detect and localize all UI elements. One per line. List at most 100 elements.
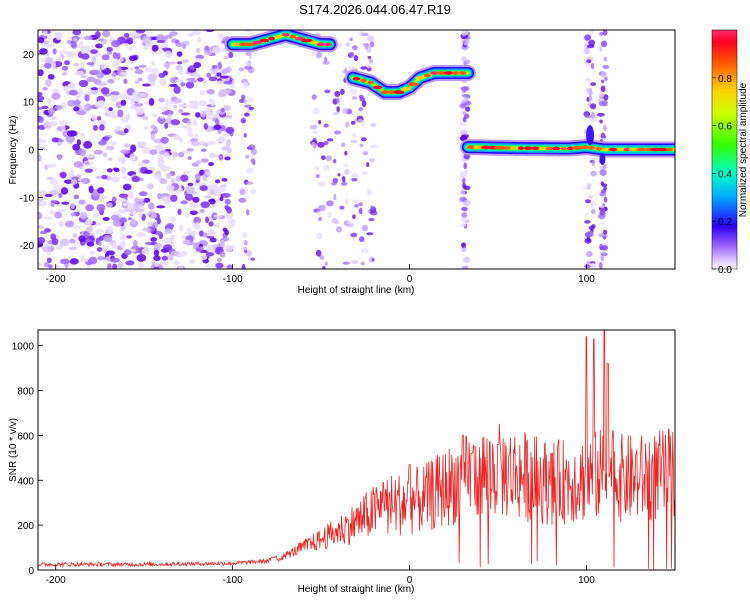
noise-blob — [139, 141, 147, 147]
noise-blob — [243, 97, 247, 105]
noise-blob — [59, 171, 67, 178]
noise-blob — [47, 97, 52, 104]
noise-blob — [341, 175, 346, 183]
y-tick-label: 10 — [23, 98, 35, 109]
noise-blob — [47, 73, 55, 80]
colorbar-tick-label: 0.0 — [718, 265, 732, 276]
ridge-peak — [373, 85, 383, 90]
noise-blob — [142, 45, 149, 51]
noise-blob — [249, 188, 257, 195]
noise-blob — [325, 155, 332, 162]
noise-blob — [187, 126, 193, 135]
noise-blob — [102, 152, 108, 158]
noise-blob — [160, 136, 169, 144]
noise-blob — [49, 115, 57, 121]
noise-blob — [58, 192, 63, 198]
noise-blob — [584, 199, 592, 204]
noise-blob — [151, 44, 159, 52]
noise-blob — [85, 226, 93, 233]
noise-blob — [49, 189, 59, 196]
noise-blob — [78, 41, 84, 50]
noise-blob — [244, 112, 250, 117]
noise-blob — [105, 250, 116, 256]
noise-blob — [601, 189, 607, 194]
noise-blob — [196, 37, 202, 43]
noise-blob — [459, 189, 466, 195]
noise-blob — [84, 161, 90, 165]
noise-blob — [170, 177, 175, 184]
noise-blob — [603, 94, 609, 101]
noise-blob — [194, 133, 199, 140]
noise-blob — [187, 156, 192, 161]
noise-blob — [80, 177, 91, 185]
noise-blob — [199, 185, 208, 192]
noise-blob — [359, 236, 365, 243]
x-tick-label: -100 — [223, 575, 243, 586]
noise-blob — [315, 174, 320, 179]
noise-blob — [216, 72, 222, 77]
noise-blob — [584, 34, 592, 41]
noise-blob — [187, 182, 194, 187]
noise-blob — [170, 194, 178, 202]
noise-blob — [168, 61, 176, 65]
ridge-peak — [259, 38, 270, 43]
ridge-peak — [310, 40, 318, 45]
noise-blob — [351, 260, 359, 264]
noise-blob — [165, 99, 170, 108]
noise-blob — [344, 168, 350, 176]
noise-blob — [217, 33, 224, 39]
noise-blob — [178, 109, 183, 113]
noise-blob — [459, 103, 467, 109]
noise-blob — [144, 169, 153, 174]
noise-blob — [51, 238, 59, 246]
noise-blob — [148, 98, 155, 106]
noise-blob — [117, 156, 127, 163]
noise-blob — [150, 132, 156, 141]
noise-blob — [153, 266, 160, 269]
noise-blob — [200, 148, 207, 152]
noise-blob — [180, 82, 186, 87]
noise-blob — [205, 171, 211, 176]
noise-blob — [602, 100, 608, 107]
y-tick-label: 600 — [17, 431, 34, 442]
noise-blob — [38, 111, 42, 117]
noise-blob — [45, 79, 52, 87]
noise-blob — [214, 179, 221, 184]
noise-blob — [331, 217, 339, 224]
noise-blob — [226, 264, 233, 269]
noise-blob — [333, 193, 337, 201]
noise-blob — [59, 238, 70, 247]
noise-blob — [248, 56, 253, 60]
noise-blob — [211, 65, 218, 69]
noise-blob — [370, 144, 378, 149]
noise-blob — [93, 149, 103, 155]
noise-blob — [361, 100, 367, 108]
noise-blob — [213, 223, 221, 229]
noise-blob — [361, 224, 369, 232]
noise-blob — [101, 54, 110, 61]
noise-blob — [323, 164, 330, 171]
noise-blob — [135, 107, 145, 116]
noise-blob — [316, 210, 322, 216]
ridge-peak — [616, 147, 624, 152]
noise-blob — [222, 133, 230, 137]
noise-blob — [74, 99, 81, 107]
snr-panel: -200 -100 0 100 0 200 400 600 800 1000 Height of… — [8, 329, 676, 595]
noise-blob — [47, 264, 53, 269]
noise-blob — [204, 216, 210, 224]
noise-blob — [129, 98, 135, 106]
noise-blob — [219, 75, 229, 79]
ridge-peak — [252, 40, 263, 45]
spectrogram-x-label: Height of straight line (km) — [298, 285, 415, 296]
noise-blob — [600, 79, 605, 84]
noise-blob — [358, 207, 363, 215]
noise-blob — [119, 240, 127, 249]
noise-blob — [42, 86, 48, 91]
ridge-peak — [636, 147, 647, 152]
noise-blob — [96, 203, 106, 212]
noise-blob — [178, 137, 184, 143]
noise-blob — [589, 201, 597, 208]
snr-x-ticks: -200 -100 0 100 — [46, 565, 595, 586]
noise-blob — [223, 55, 229, 60]
noise-blob — [463, 185, 471, 191]
